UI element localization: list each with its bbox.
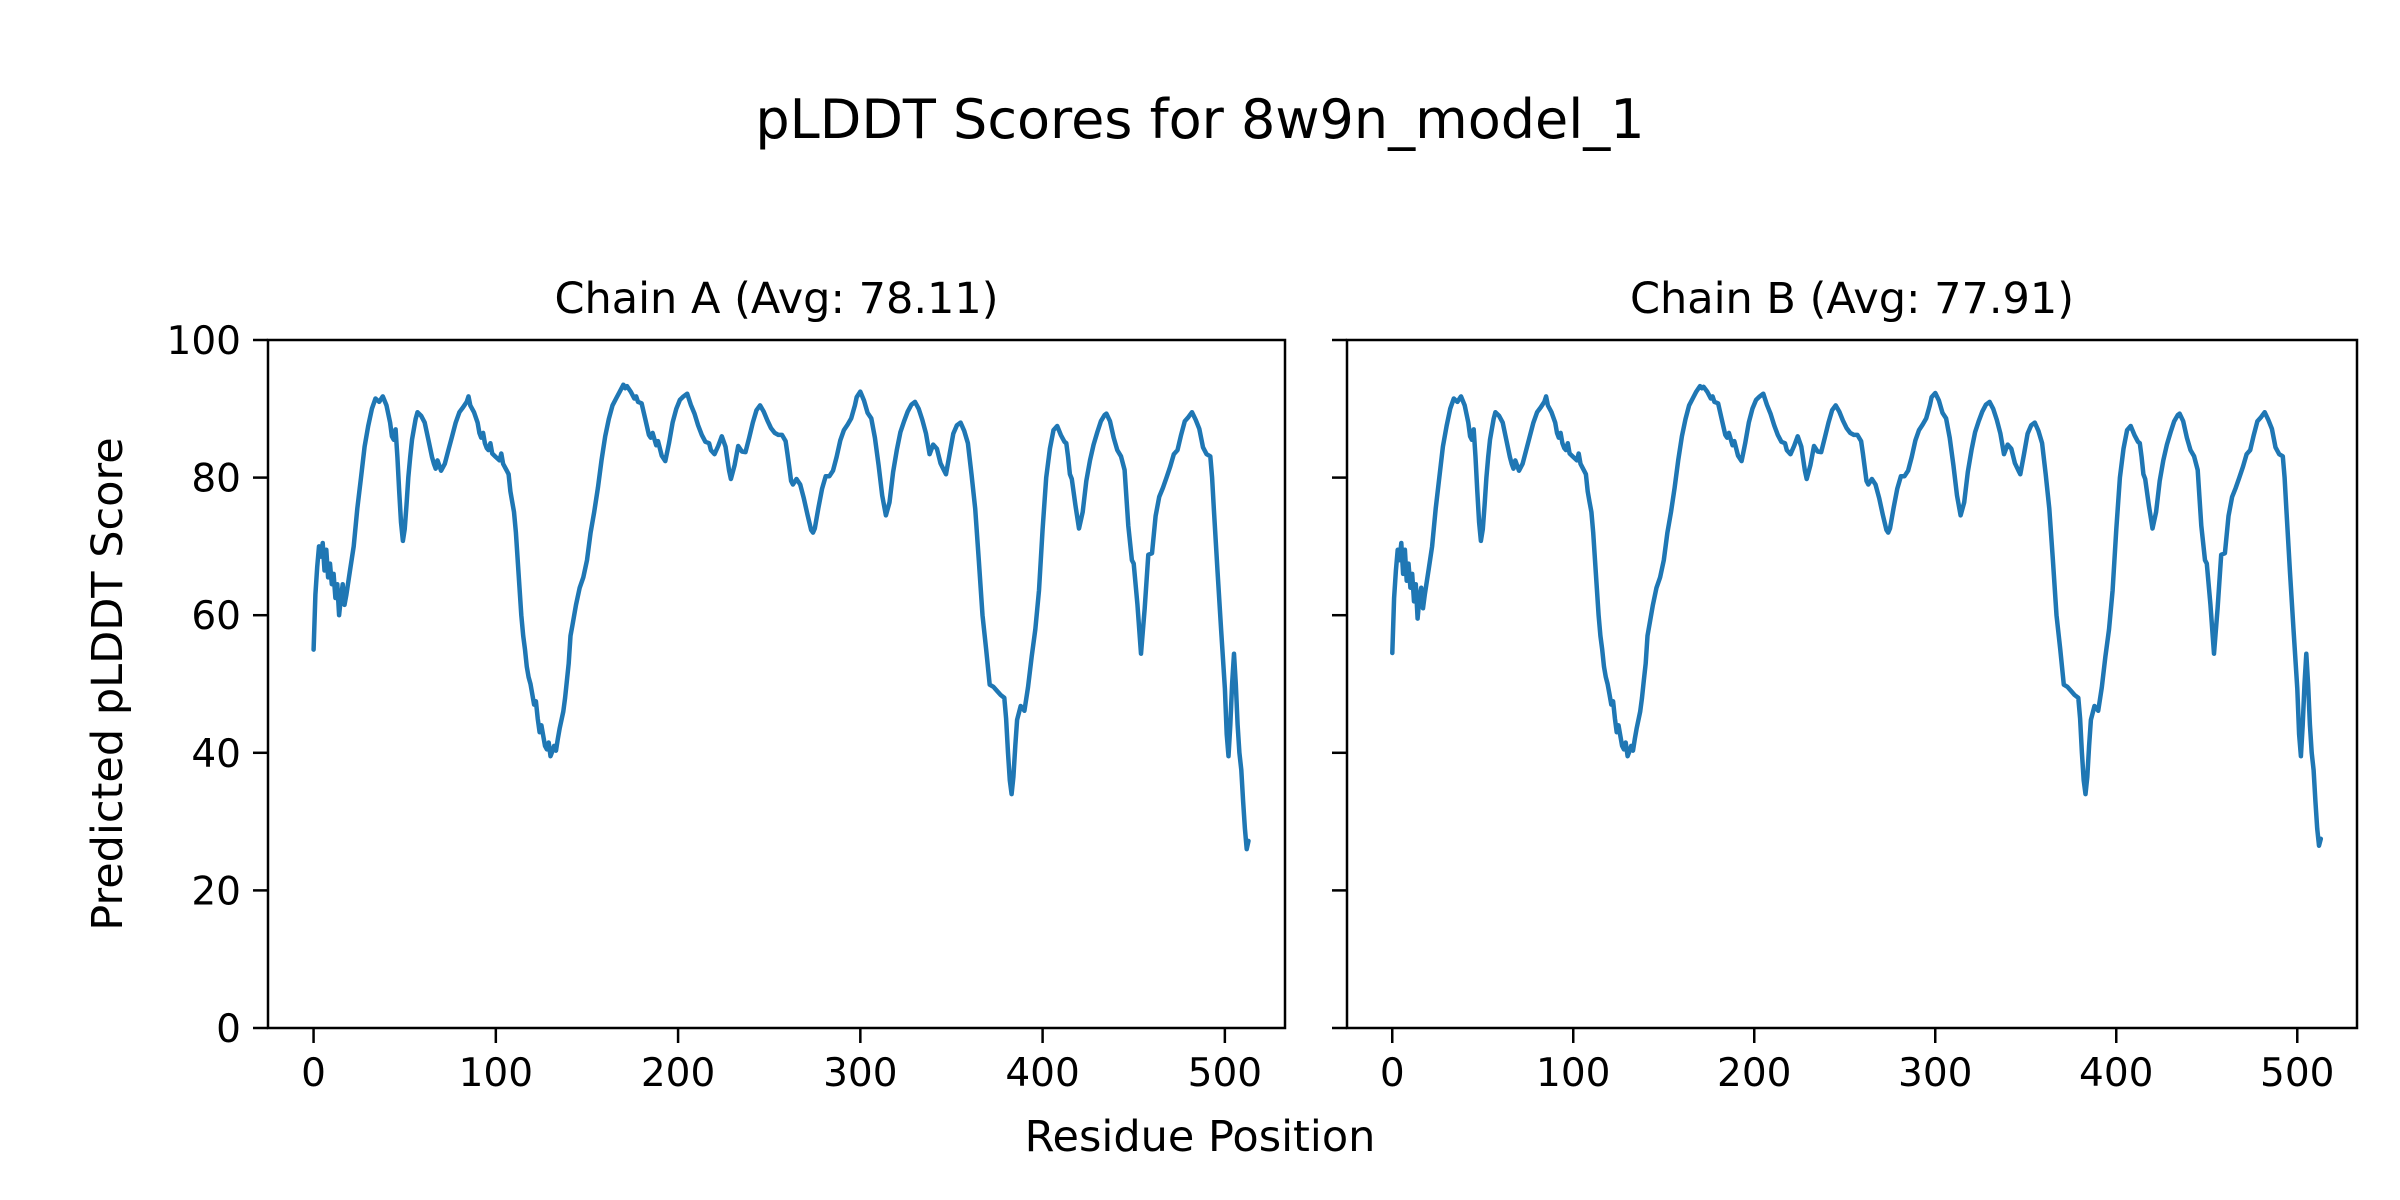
x-tick-label: 500 bbox=[1188, 1051, 1262, 1096]
x-tick-label: 200 bbox=[641, 1051, 715, 1096]
subplot-chain-b-title: Chain B (Avg: 77.91) bbox=[1629, 274, 2075, 324]
y-tick-label: 100 bbox=[167, 319, 241, 364]
x-axis-label: Residue Position bbox=[1024, 1112, 1376, 1162]
chain-a-line-chart: 0 100 200 300 400 500 0 20 40 60 80 100 bbox=[167, 319, 1287, 1096]
x-tick-label: 100 bbox=[1536, 1051, 1610, 1096]
x-tick-label: 0 bbox=[1380, 1051, 1405, 1096]
x-tick-label: 200 bbox=[1717, 1051, 1791, 1096]
x-tick-label: 300 bbox=[1898, 1051, 1972, 1096]
y-tick-label: 20 bbox=[191, 869, 241, 914]
subplot-chain-a-title: Chain A (Avg: 78.11) bbox=[554, 274, 999, 324]
subplot-chain-a: Chain A (Avg: 78.11) 0 100 200 300 400 500 0 20… bbox=[167, 275, 1287, 1096]
figure-title: pLDDT Scores for 8w9n_model_1 bbox=[755, 88, 1645, 151]
x-tick-label: 100 bbox=[459, 1051, 533, 1096]
axes-frame bbox=[266, 338, 1287, 1030]
x-tick-label: 500 bbox=[2260, 1051, 2334, 1096]
plddt-line-chain-b bbox=[1390, 383, 2324, 848]
y-tick-label: 0 bbox=[216, 1007, 241, 1052]
subplot-chain-b: Chain B (Avg: 77.91) 0 100 200 300 400 500 bbox=[1332, 275, 2359, 1096]
plddt-line-chain-a bbox=[311, 382, 1251, 852]
x-tick-label: 0 bbox=[301, 1051, 326, 1096]
axes-frame bbox=[1345, 338, 2359, 1030]
y-axis-label: Predicted pLDDT Score bbox=[83, 437, 133, 931]
x-tick-label: 300 bbox=[823, 1051, 897, 1096]
x-tick-label: 400 bbox=[1005, 1051, 1079, 1096]
x-tick-label: 400 bbox=[2079, 1051, 2153, 1096]
y-tick-label: 40 bbox=[191, 732, 241, 777]
chain-b-line-chart: 0 100 200 300 400 500 bbox=[1332, 338, 2359, 1096]
y-tick-label: 60 bbox=[191, 594, 241, 639]
y-tick-label: 80 bbox=[191, 457, 241, 502]
